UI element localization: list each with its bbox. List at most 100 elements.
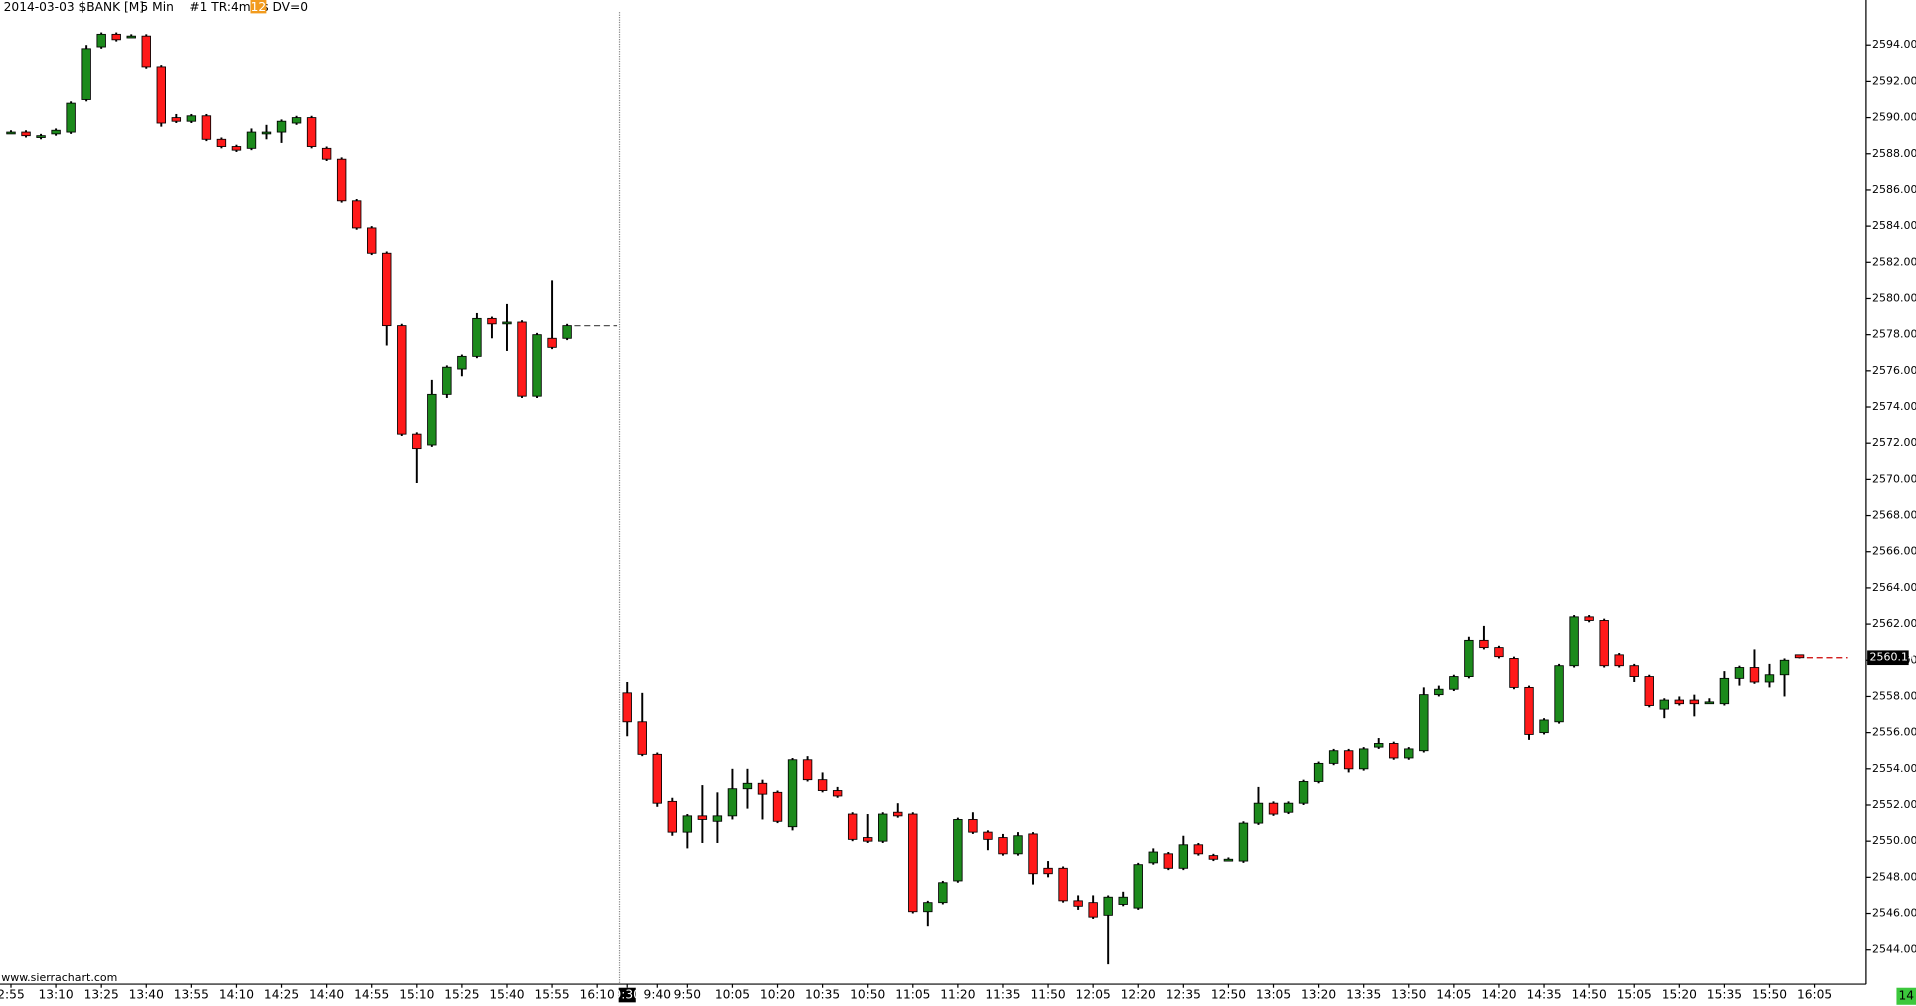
badge-bottom-box: [1896, 987, 1916, 1005]
x-tick-label: 10:20: [760, 988, 795, 1002]
candle-body: [156, 66, 167, 124]
candle-body: [231, 146, 242, 151]
candle-body: [397, 325, 407, 435]
x-tick-label: 15:35: [1707, 988, 1742, 1002]
x-tick-label: 13:50: [1391, 988, 1426, 1002]
y-tick-label: 2562.00: [1872, 617, 1916, 630]
candle-body: [1614, 654, 1624, 667]
candle-body: [1298, 781, 1309, 804]
y-tick-label: 2586.00: [1872, 183, 1916, 196]
y-tick-label: 2578.00: [1872, 328, 1916, 341]
y-tick-label: 2544.00: [1872, 943, 1916, 956]
candle-body: [697, 815, 708, 820]
x-tick-label: 15:55: [534, 988, 569, 1002]
candle-body: [321, 147, 332, 160]
y-tick-label: 2546.00: [1872, 907, 1916, 920]
x-tick-label: 11:50: [1030, 988, 1065, 1002]
watermark: www.sierrachart.com: [1, 971, 117, 984]
candle-body: [1464, 639, 1474, 677]
x-tick-label: 11:35: [985, 988, 1020, 1002]
x-tick-label: 9:40: [644, 988, 671, 1002]
x-tick-label: 16:05: [1797, 988, 1832, 1002]
y-tick-label: 2588.00: [1872, 147, 1916, 160]
candle-body: [1764, 674, 1775, 683]
candle-body: [878, 813, 888, 842]
x-tick-label: 14:10: [219, 988, 254, 1002]
candle-body: [1268, 802, 1279, 815]
x-tick-label: 13:20: [1301, 988, 1336, 1002]
x-tick-label: 13:35: [1346, 988, 1381, 1002]
candle-body: [1313, 762, 1324, 782]
y-tick-label: 2548.00: [1872, 870, 1916, 883]
candle-body: [652, 753, 662, 804]
y-tick-label: 2574.00: [1872, 400, 1916, 413]
candle-body: [291, 117, 302, 124]
candle-body: [1494, 647, 1504, 658]
candle-body: [216, 138, 227, 147]
candle-body: [1238, 822, 1249, 862]
candle-body: [412, 433, 422, 450]
candle-body: [6, 131, 16, 135]
candle-body: [171, 117, 182, 122]
x-tick-label: 13:05: [1256, 988, 1291, 1002]
candle-body: [126, 35, 136, 39]
y-tick-label: 2594.00: [1872, 38, 1916, 51]
x-tick-label: 15:50: [1752, 988, 1787, 1002]
candle-body: [923, 902, 933, 913]
candle-body: [487, 317, 497, 325]
candle-body: [1358, 748, 1369, 770]
x-tick-label: 15:10: [399, 988, 434, 1002]
x-tick-label: 11:05: [895, 988, 930, 1002]
candle-body: [1088, 902, 1098, 918]
x-tick-label: 9:30: [614, 988, 641, 1002]
candle-body: [201, 115, 212, 140]
y-tick-label: 2566.00: [1872, 545, 1916, 558]
candle-body: [66, 102, 76, 133]
candle-body: [1719, 677, 1730, 705]
candle-body: [953, 819, 963, 882]
x-tick-label: 14:35: [1526, 988, 1561, 1002]
candle-body: [442, 366, 452, 395]
candle-body: [367, 227, 377, 254]
candle-body: [1584, 616, 1594, 621]
candle-body: [246, 131, 257, 149]
candle-body: [186, 115, 197, 122]
x-tick-label: 15:25: [444, 988, 479, 1002]
candle-body: [351, 200, 362, 229]
x-tick-label: 10:50: [850, 988, 885, 1002]
candle-body: [1103, 896, 1113, 916]
candle-body: [306, 117, 317, 147]
candle-body: [1434, 688, 1444, 696]
candle-body: [51, 129, 61, 135]
candle-body: [998, 837, 1008, 855]
candle-body: [1419, 694, 1429, 752]
candle-body: [682, 815, 693, 833]
x-tick-label: 14:40: [309, 988, 344, 1002]
candle-body: [141, 35, 151, 68]
x-tick-label: 13:10: [38, 988, 73, 1002]
last-price-box: [1867, 650, 1909, 666]
candle-body: [261, 131, 272, 135]
y-tick-label: 2590.00: [1872, 111, 1916, 124]
candle-body: [21, 131, 31, 137]
last-price-label: 2560.14: [1870, 651, 1915, 664]
candle-body: [457, 355, 467, 370]
candle-body: [983, 831, 993, 840]
y-tick-label: 2572.00: [1872, 436, 1916, 449]
session-start-box: [618, 987, 636, 1003]
candle-body: [1659, 699, 1669, 710]
candle-body: [1043, 867, 1053, 875]
candle-body: [1328, 750, 1339, 764]
candle-body: [1509, 658, 1519, 688]
candle-body: [908, 813, 918, 913]
candle-body: [817, 779, 828, 791]
candle-body: [472, 317, 482, 357]
candle-body: [1058, 867, 1068, 902]
candle-body: [637, 721, 647, 755]
candle-body: [427, 393, 437, 446]
x-tick-label: 14:55: [354, 988, 389, 1002]
x-tick-label: 2:55: [0, 988, 25, 1002]
candle-body: [1569, 616, 1579, 667]
